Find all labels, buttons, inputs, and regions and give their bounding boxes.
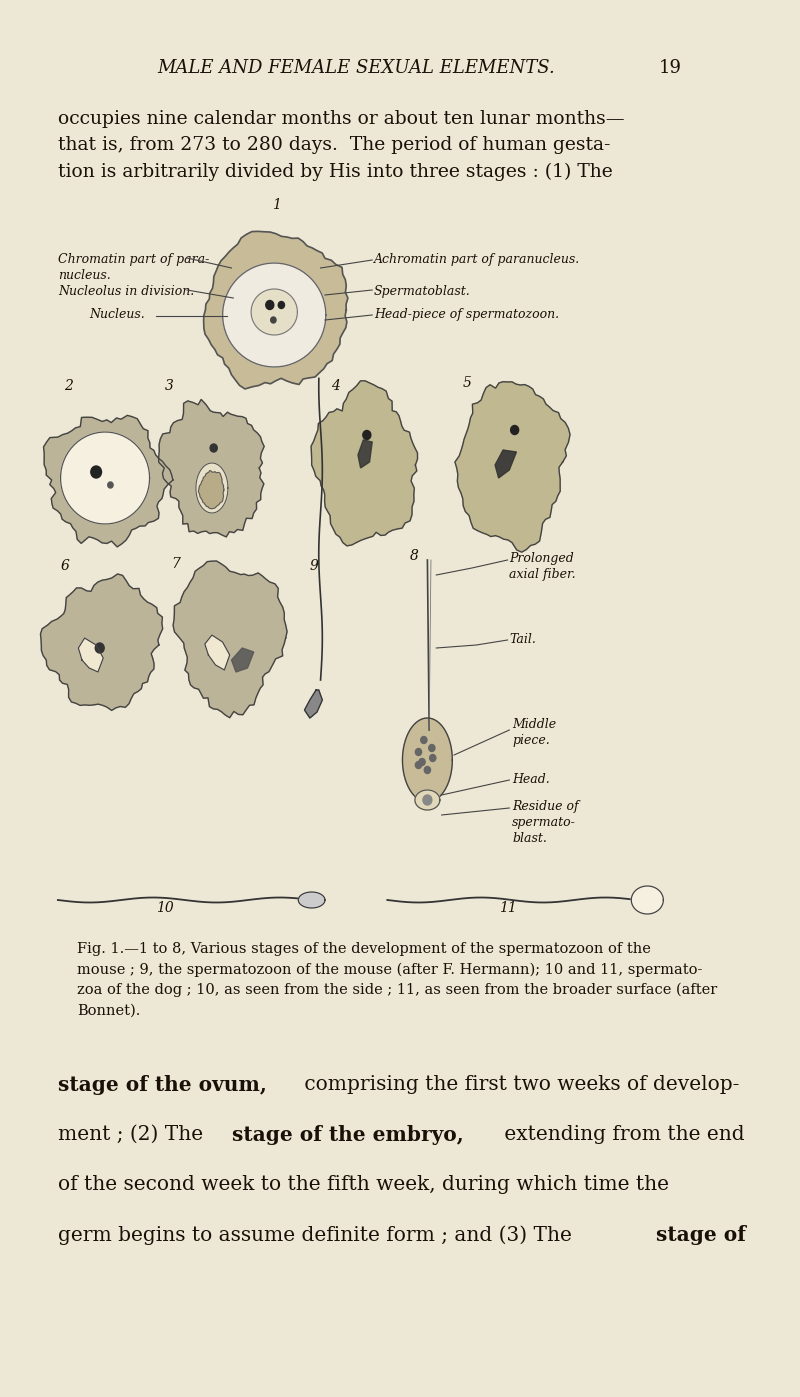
- Text: extending from the end: extending from the end: [498, 1125, 745, 1144]
- Circle shape: [430, 754, 436, 761]
- Polygon shape: [41, 574, 162, 711]
- Circle shape: [429, 745, 435, 752]
- Text: Nucleus.: Nucleus.: [89, 307, 145, 321]
- Polygon shape: [305, 690, 322, 718]
- Text: 2: 2: [64, 379, 73, 393]
- Text: Achromatin part of paranucleus.: Achromatin part of paranucleus.: [374, 253, 580, 265]
- Circle shape: [91, 467, 102, 478]
- Text: 19: 19: [659, 59, 682, 77]
- Polygon shape: [173, 562, 287, 718]
- Text: Residue of
spermato-
blast.: Residue of spermato- blast.: [512, 800, 578, 845]
- Polygon shape: [196, 462, 228, 513]
- Text: comprising the first two weeks of develop-: comprising the first two weeks of develo…: [298, 1076, 739, 1094]
- Text: 7: 7: [171, 557, 180, 571]
- Circle shape: [424, 767, 430, 774]
- Polygon shape: [495, 450, 517, 478]
- Polygon shape: [298, 893, 325, 908]
- Text: Spermatoblast.: Spermatoblast.: [374, 285, 470, 298]
- Circle shape: [363, 430, 371, 440]
- Circle shape: [108, 482, 113, 488]
- Text: of the second week to the fifth week, during which time the: of the second week to the fifth week, du…: [58, 1175, 669, 1194]
- Polygon shape: [204, 232, 348, 388]
- Polygon shape: [198, 471, 224, 509]
- Polygon shape: [231, 648, 254, 672]
- Text: 3: 3: [165, 379, 174, 393]
- Polygon shape: [78, 638, 103, 672]
- Polygon shape: [61, 432, 150, 524]
- Polygon shape: [43, 415, 173, 546]
- Polygon shape: [415, 791, 440, 810]
- Text: 4: 4: [331, 379, 340, 393]
- Text: stage of the embryo,: stage of the embryo,: [232, 1125, 464, 1146]
- Text: 10: 10: [156, 901, 174, 915]
- Text: ment ; (2) The: ment ; (2) The: [58, 1125, 210, 1144]
- Circle shape: [266, 300, 274, 310]
- Text: 1: 1: [271, 198, 281, 212]
- Text: Chromatin part of para-
nucleus.: Chromatin part of para- nucleus.: [58, 253, 210, 282]
- Polygon shape: [158, 400, 264, 536]
- Text: MALE AND FEMALE SEXUAL ELEMENTS.: MALE AND FEMALE SEXUAL ELEMENTS.: [158, 59, 555, 77]
- Text: 5: 5: [463, 376, 472, 390]
- Polygon shape: [311, 381, 418, 546]
- Text: occupies nine calendar months or about ten lunar months—
that is, from 273 to 28: occupies nine calendar months or about t…: [58, 110, 625, 182]
- Polygon shape: [205, 636, 230, 671]
- Circle shape: [415, 749, 422, 756]
- Polygon shape: [455, 381, 570, 552]
- Text: Tail.: Tail.: [510, 633, 536, 645]
- Text: Prolonged
axial fiber.: Prolonged axial fiber.: [510, 552, 576, 581]
- Circle shape: [278, 302, 285, 309]
- Text: 8: 8: [410, 549, 418, 563]
- Polygon shape: [358, 440, 372, 468]
- Circle shape: [210, 444, 218, 453]
- Circle shape: [421, 736, 427, 743]
- Text: Head.: Head.: [512, 773, 550, 787]
- Text: stage of the ovum,: stage of the ovum,: [58, 1076, 266, 1095]
- Circle shape: [270, 317, 276, 323]
- Text: 11: 11: [498, 901, 517, 915]
- Text: 6: 6: [61, 559, 70, 573]
- Text: stage of: stage of: [655, 1225, 746, 1245]
- Circle shape: [419, 759, 425, 766]
- Text: germ begins to assume definite form ; and (3) The: germ begins to assume definite form ; an…: [58, 1225, 578, 1245]
- Circle shape: [415, 761, 422, 768]
- Text: Nucleolus in division.: Nucleolus in division.: [58, 285, 194, 298]
- Text: Middle
piece.: Middle piece.: [512, 718, 556, 747]
- Polygon shape: [251, 289, 298, 335]
- Circle shape: [423, 795, 432, 805]
- Polygon shape: [402, 718, 452, 802]
- Polygon shape: [222, 263, 326, 367]
- Text: Fig. 1.—1 to 8, Various stages of the development of the spermatozoon of the
mou: Fig. 1.—1 to 8, Various stages of the de…: [78, 942, 718, 1017]
- Text: Head-piece of spermatozoon.: Head-piece of spermatozoon.: [374, 307, 559, 321]
- Circle shape: [510, 426, 518, 434]
- Circle shape: [95, 643, 104, 652]
- Polygon shape: [631, 886, 663, 914]
- Text: 9: 9: [310, 559, 318, 573]
